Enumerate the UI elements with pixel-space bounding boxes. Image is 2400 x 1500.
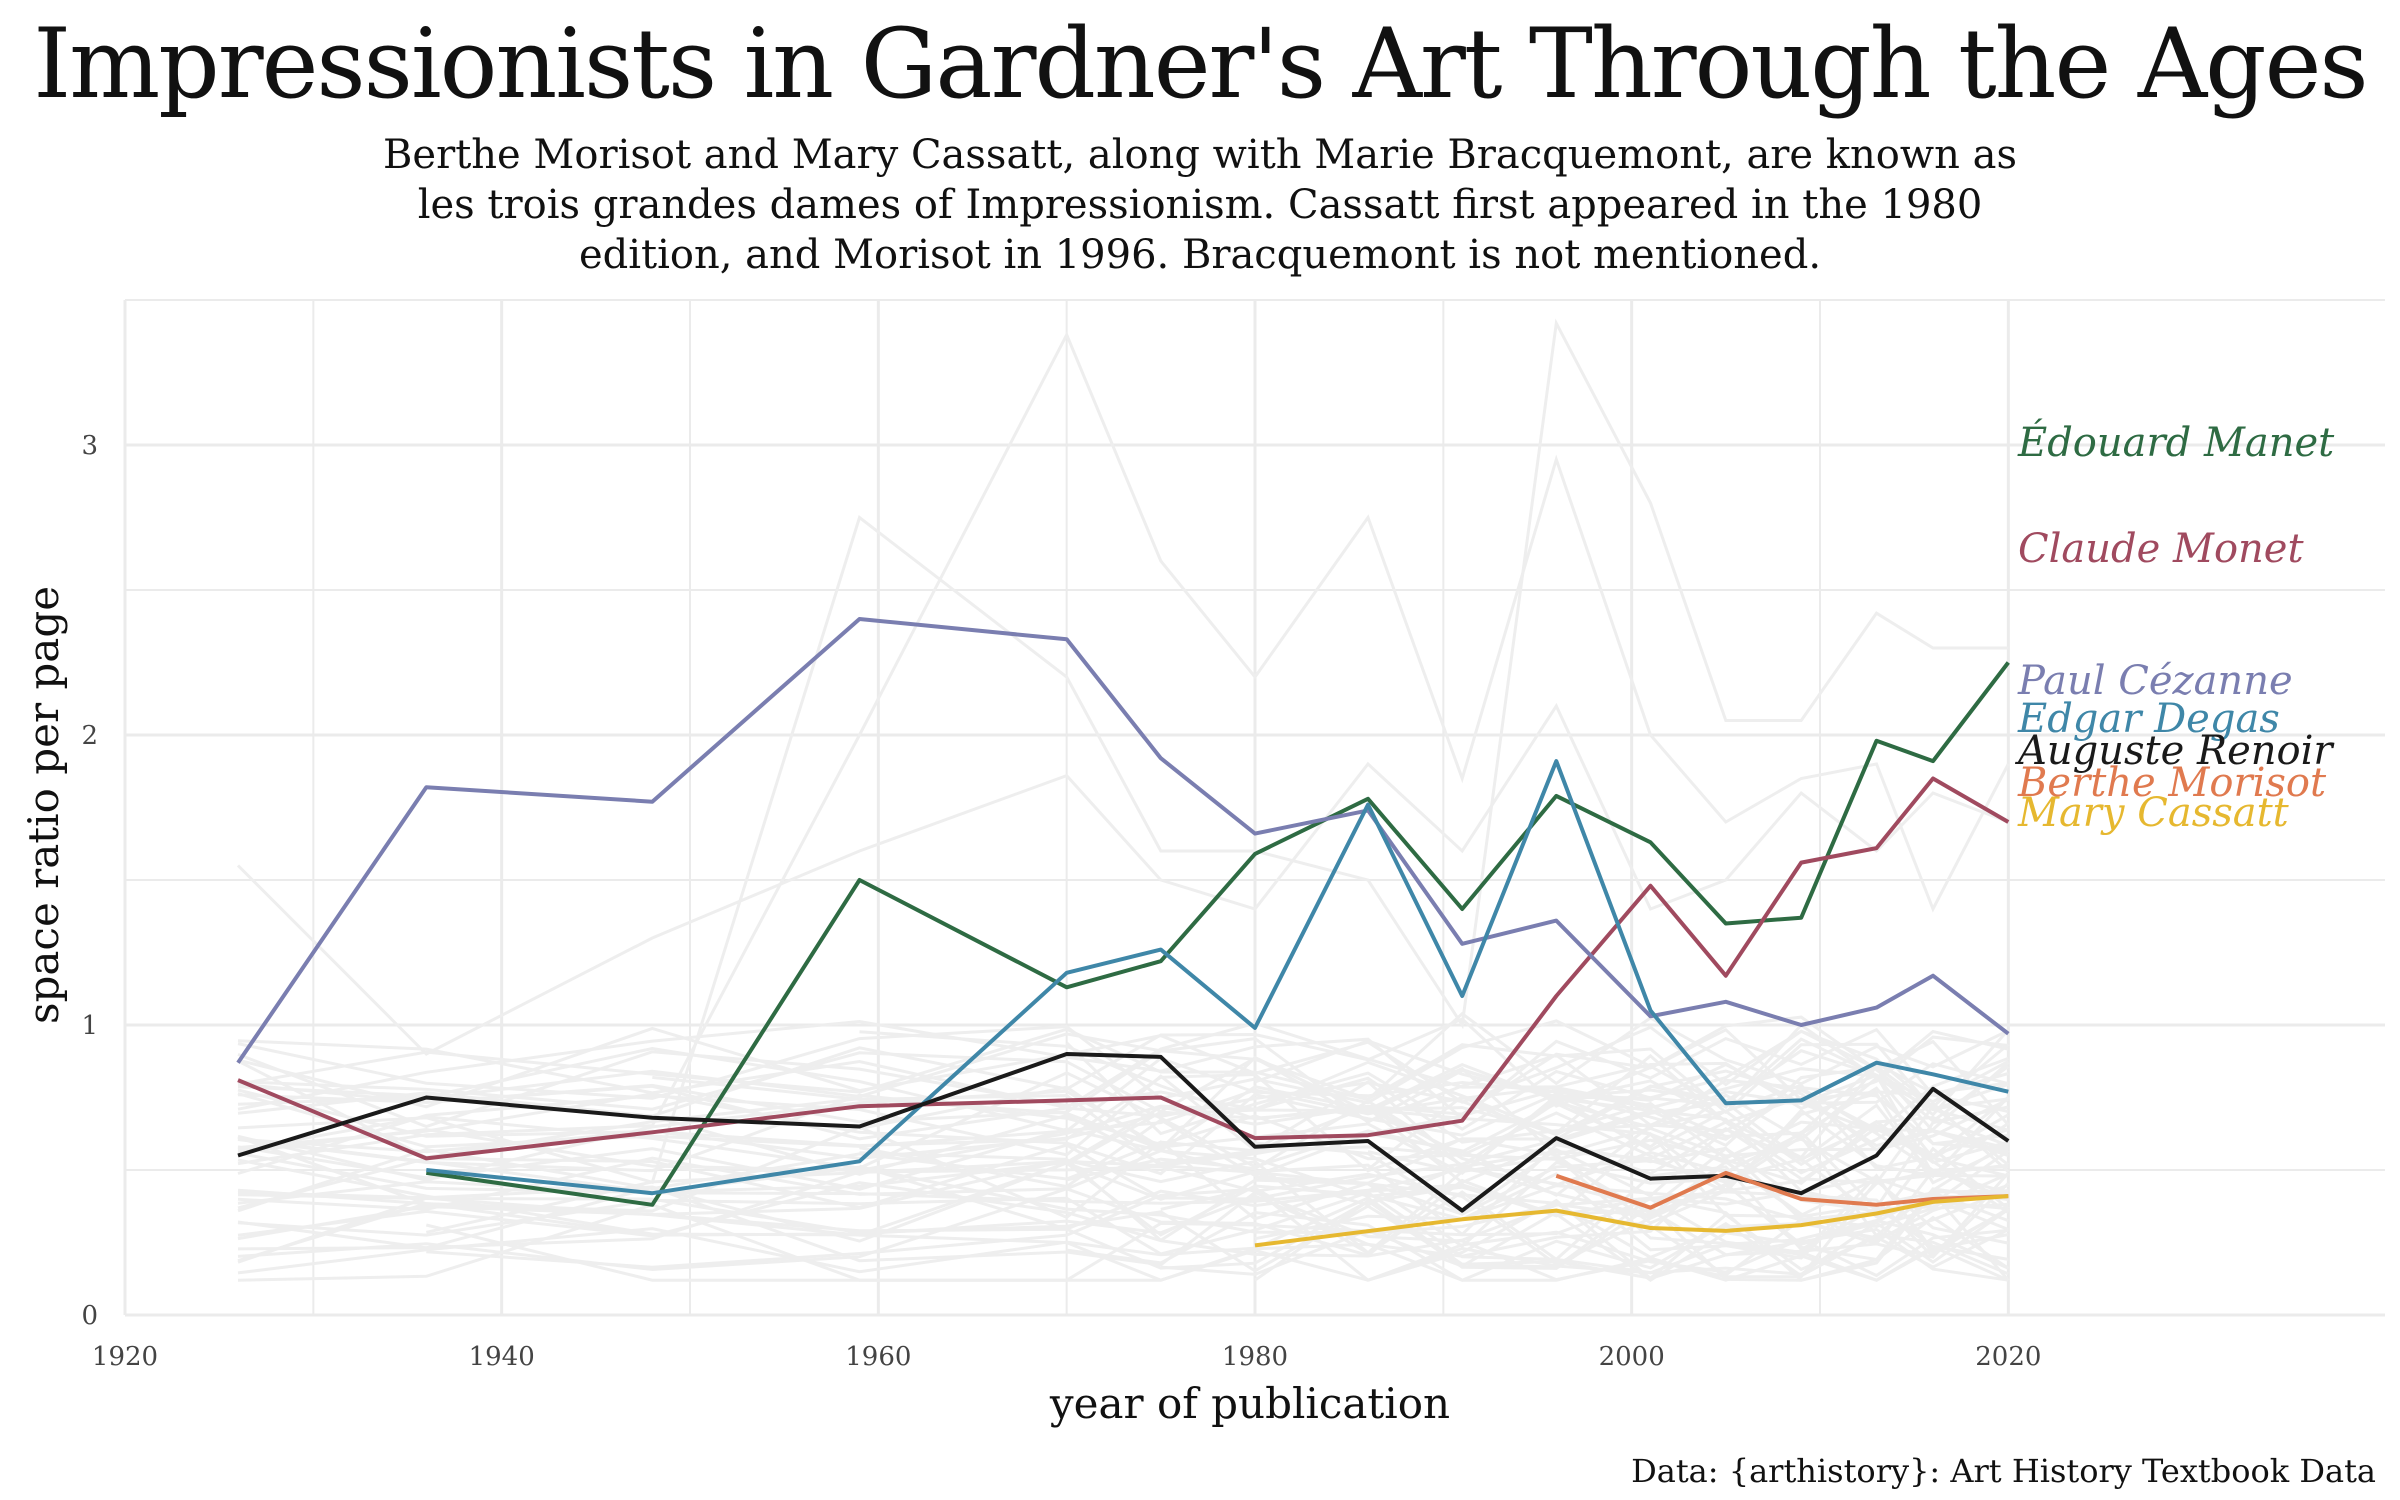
background-line [237, 1089, 2010, 1183]
series-label: Berthe Morisot [2017, 760, 2327, 806]
series-line [237, 1052, 2010, 1213]
subtitle-line: edition, and Morisot in 1996. Bracquemon… [578, 232, 1822, 278]
background-line [237, 331, 2010, 1166]
background-line [426, 1032, 2009, 1115]
y-axis-title: space ratio per page [19, 586, 68, 1024]
background-line [1066, 1086, 2009, 1187]
data-source-caption: Data: {arthistory}: Art History Textbook… [1631, 1452, 2376, 1490]
background-line [1367, 1104, 2010, 1185]
series-label: Paul Cézanne [2017, 658, 2293, 704]
series-line [236, 617, 2010, 1064]
y-tick-label: 2 [81, 721, 98, 751]
x-tick-label: 1920 [92, 1342, 158, 1372]
y-axis-ticks: 0 1 2 3 [81, 431, 98, 1331]
x-tick-label: 1940 [469, 1342, 535, 1372]
x-tick-label: 1980 [1222, 1342, 1288, 1372]
background-line [236, 702, 2009, 1056]
x-axis-ticks: 1920 1940 1960 1980 2000 2020 [92, 1342, 2042, 1372]
y-tick-label: 0 [81, 1301, 98, 1331]
background-line [237, 1056, 2009, 1149]
series-line [237, 776, 2010, 1161]
background-line [237, 1134, 2010, 1238]
series-label: Edgar Degas [2017, 696, 2280, 742]
background-line [237, 1165, 2009, 1267]
background-line [1254, 1190, 2010, 1282]
x-tick-label: 2020 [1975, 1342, 2041, 1372]
subtitle-line: les trois grandes dames of Impressionism… [417, 182, 1983, 228]
series-label: Mary Cassatt [2017, 790, 2290, 836]
x-tick-label: 2000 [1599, 1342, 1665, 1372]
series-label: Claude Monet [2018, 526, 2304, 572]
background-line [426, 1187, 2009, 1282]
x-tick-label: 1960 [845, 1342, 911, 1372]
background-line [237, 1019, 2009, 1109]
y-tick-label: 3 [81, 431, 98, 461]
background-line [237, 1074, 2010, 1175]
background-line [652, 1067, 2009, 1168]
background-line [237, 1175, 2010, 1272]
background-line [237, 1019, 2009, 1121]
series-lines [236, 617, 2010, 1248]
series-label: Auguste Renoir [2014, 728, 2335, 774]
y-tick-label: 1 [81, 1011, 98, 1041]
background-line [237, 1073, 2009, 1176]
background-line [237, 1093, 2009, 1185]
series-labels: Édouard Manet Claude Monet Paul CézanneEdg… [2014, 419, 2335, 836]
background-line [1065, 1037, 2010, 1136]
background-line [237, 1105, 2009, 1210]
x-axis-title: year of publication [1049, 1379, 1450, 1428]
background-line [237, 1155, 2010, 1257]
background-line [237, 318, 2009, 1185]
background-line [237, 1125, 2009, 1221]
background-line [859, 1151, 2009, 1248]
subtitle-line: Berthe Morisot and Mary Cassatt, along w… [383, 132, 2017, 178]
background-line [237, 1146, 2009, 1213]
background-line [237, 1046, 2009, 1138]
chart-subtitle: Berthe Morisot and Mary Cassatt, along w… [350, 130, 2050, 280]
background-lines [236, 318, 2010, 1283]
chart-title: Impressionists in Gardner's Art Through … [33, 8, 2368, 120]
series-label: Édouard Manet [2017, 419, 2335, 466]
